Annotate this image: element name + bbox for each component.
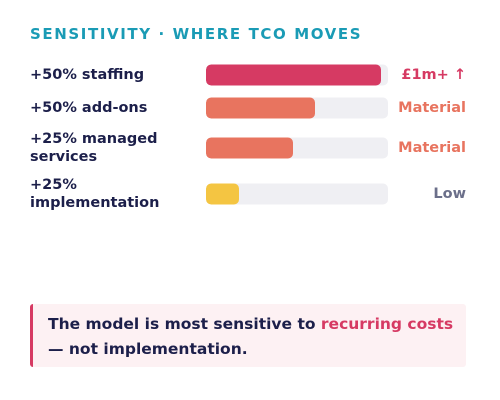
bar-track — [206, 97, 388, 119]
category-label: +25% managed services — [30, 131, 158, 165]
callout-highlight: recurring costs — [320, 315, 454, 333]
bar — [206, 137, 294, 159]
bar-track — [206, 137, 388, 159]
category-label: +25% implementation — [30, 177, 160, 211]
callout-text: — not implementation. — [48, 340, 248, 358]
value-label: Low — [433, 186, 466, 202]
bar — [206, 183, 239, 205]
value-label: Material — [398, 140, 466, 156]
bar-track — [206, 183, 388, 205]
value-label: Material — [398, 100, 466, 116]
callout-text: The model is most sensitive to — [48, 315, 321, 333]
category-label: +50% add-ons — [30, 100, 148, 116]
chart-title: SENSITIVITY · WHERE TCO MOVES — [30, 25, 363, 43]
bar — [206, 64, 381, 86]
bar — [206, 97, 316, 119]
category-label: +50% staffing — [30, 67, 145, 83]
callout: The model is most sensitive to recurring… — [30, 304, 466, 367]
bar-track — [206, 64, 388, 86]
value-label: £1m+ ↑ — [401, 67, 466, 83]
